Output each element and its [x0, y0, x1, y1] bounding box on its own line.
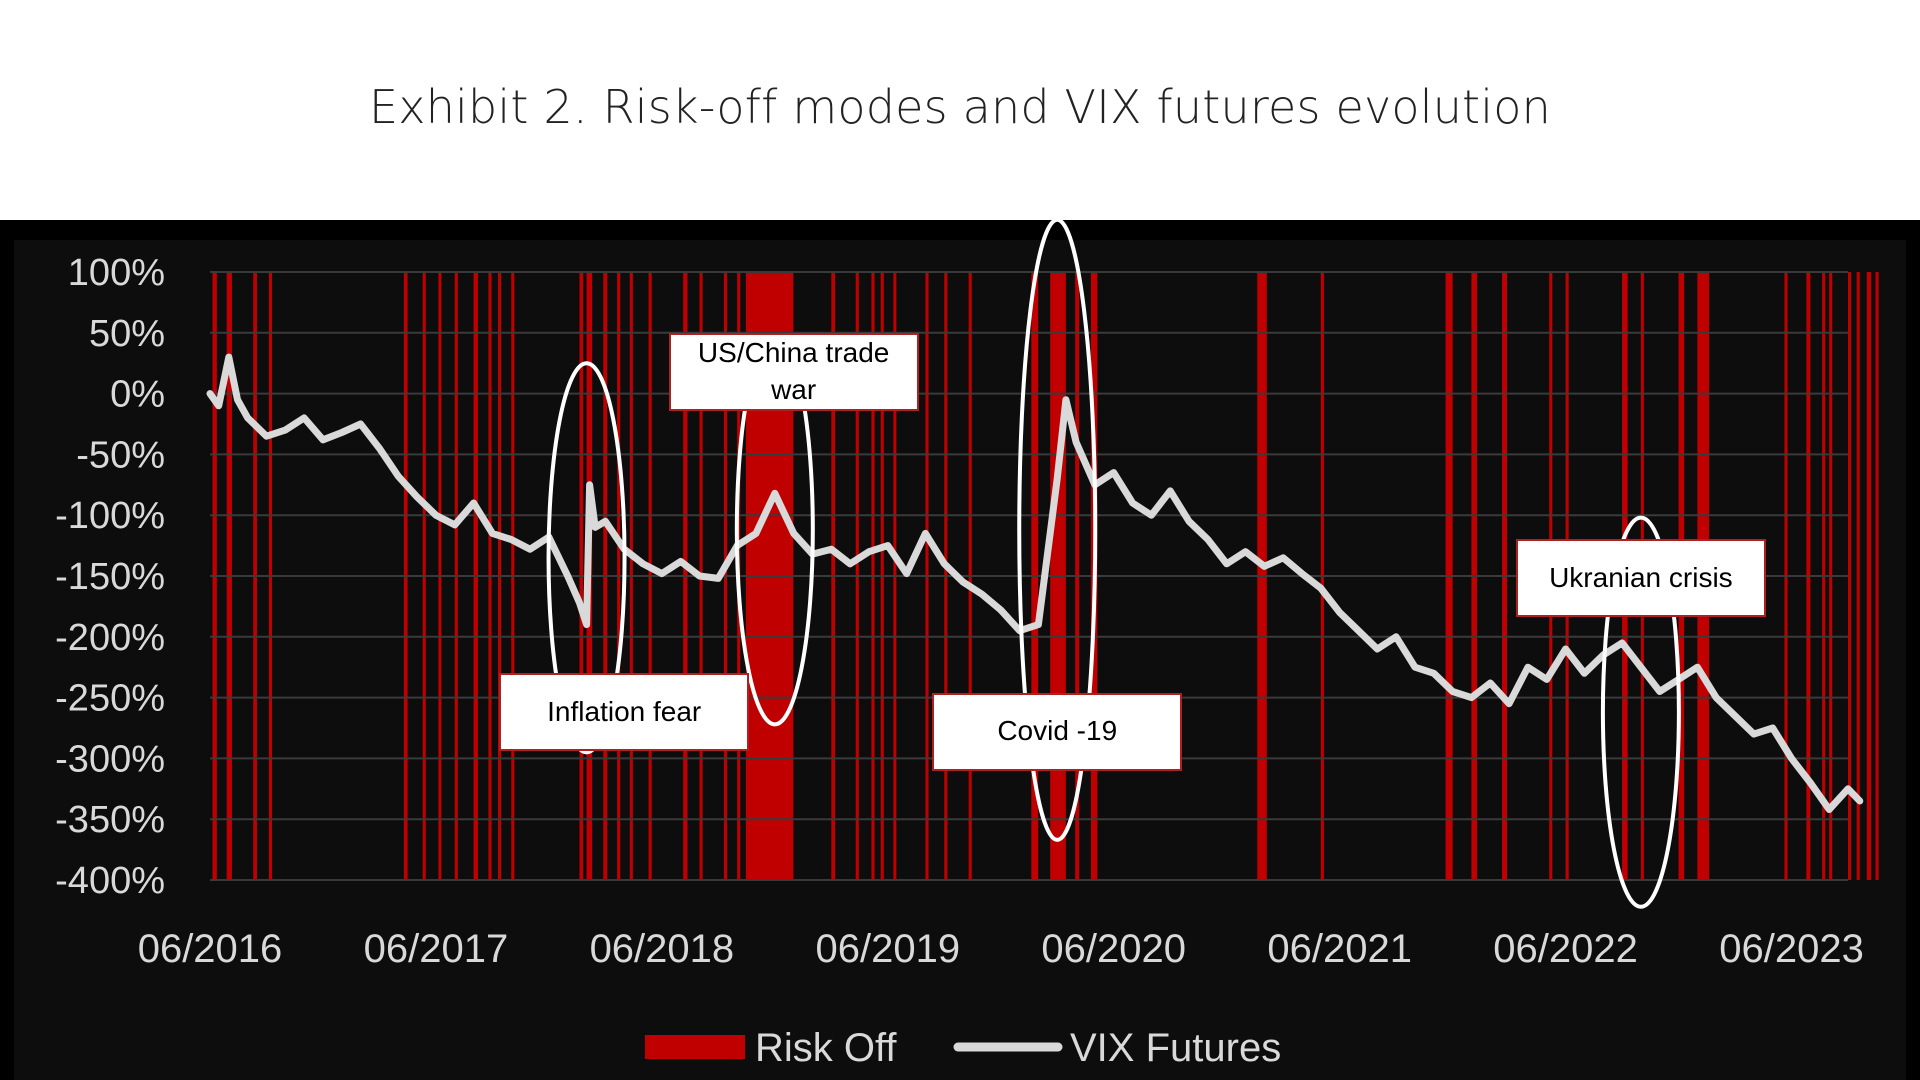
risk-off-bar	[1848, 272, 1852, 880]
risk-off-bar	[1875, 272, 1879, 880]
x-tick-label: 06/2020	[1041, 927, 1186, 971]
risk-off-bar	[1866, 272, 1872, 880]
y-tick-label: 0%	[110, 374, 165, 416]
vix-risk-off-chart: 100% 50% 0% -50% -100% -150% -200% -250% -300% -3…	[14, 220, 1906, 1080]
legend-label-vix: VIX Futures	[1070, 1026, 1281, 1070]
annotation-ellipse-covid	[1017, 220, 1098, 842]
y-tick-label: -300%	[55, 738, 165, 780]
y-tick-label: -250%	[55, 678, 165, 720]
y-tick-label: 100%	[68, 252, 165, 294]
y-tick-label: -150%	[55, 556, 165, 598]
y-tick-label: 50%	[89, 313, 165, 355]
callout-ukraine: Ukranian crisis	[1515, 539, 1766, 618]
x-tick-label: 06/2021	[1267, 927, 1412, 971]
x-tick-label: 06/2018	[590, 927, 735, 971]
vix-futures-line	[206, 353, 1864, 813]
y-tick-label: -50%	[76, 434, 165, 476]
y-tick-label: -100%	[55, 495, 165, 537]
x-tick-label: 06/2016	[138, 927, 283, 971]
x-tick-label: 06/2022	[1493, 927, 1638, 971]
callout-covid: Covid -19	[932, 692, 1183, 771]
x-tick-labels: 06/2016 06/2017 06/2018 06/2019 06/2020 06/20…	[138, 927, 1864, 971]
risk-off-bar	[1856, 272, 1860, 880]
callout-inflation: Inflation fear	[499, 673, 750, 752]
callout-tradewar: US/China trade war	[668, 332, 919, 411]
page-title: Exhibit 2. Risk-off modes and VIX future…	[369, 80, 1551, 134]
annotation-ellipse-ukraine	[1600, 515, 1681, 909]
legend-label-risk-off: Risk Off	[755, 1026, 897, 1070]
legend: Risk Off VIX Futures	[645, 1026, 1281, 1070]
x-tick-label: 06/2019	[815, 927, 960, 971]
y-tick-label: -400%	[55, 860, 165, 902]
plot-background	[14, 240, 1906, 1080]
y-tick-label: -200%	[55, 617, 165, 659]
legend-swatch-risk-off	[645, 1035, 745, 1059]
y-tick-label: -350%	[55, 799, 165, 841]
y-tick-labels: 100% 50% 0% -50% -100% -150% -200% -250% -300% -3…	[55, 252, 165, 902]
chart-frame: 100% 50% 0% -50% -100% -150% -200% -250% -300% -3…	[0, 220, 1920, 1080]
annotation-ellipse-inflation	[546, 361, 627, 755]
x-tick-label: 06/2023	[1719, 927, 1864, 971]
x-tick-label: 06/2017	[364, 927, 509, 971]
